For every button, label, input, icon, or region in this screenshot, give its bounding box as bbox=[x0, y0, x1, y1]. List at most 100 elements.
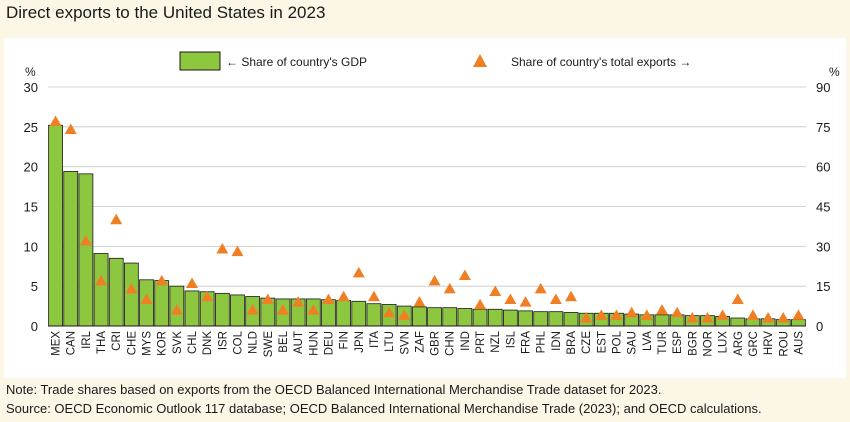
legend-bar-swatch bbox=[179, 51, 221, 71]
x-tick-label: THA bbox=[96, 331, 108, 354]
x-tick-label: SAU bbox=[627, 331, 639, 355]
marker-est bbox=[595, 309, 608, 320]
marker-cze bbox=[580, 312, 593, 323]
x-tick-label: SWE bbox=[263, 331, 275, 358]
x-tick-label: IDN bbox=[551, 331, 563, 351]
left-tick-label: 5 bbox=[31, 279, 38, 294]
marker-can bbox=[64, 123, 77, 134]
x-tick-label: COL bbox=[233, 330, 245, 354]
bar-phl bbox=[533, 311, 549, 327]
x-tick-label: HUN bbox=[308, 331, 320, 356]
x-tick-label: FIN bbox=[339, 331, 351, 350]
marker-idn bbox=[549, 293, 562, 304]
x-tick-label: ISR bbox=[217, 331, 229, 350]
right-tick-label: 0 bbox=[816, 319, 823, 334]
marker-nor bbox=[701, 312, 714, 323]
bar-prt bbox=[472, 308, 488, 327]
right-tick-label: 15 bbox=[816, 279, 830, 294]
marker-fra bbox=[519, 296, 532, 307]
bar-irl bbox=[78, 173, 94, 327]
x-tick-label: BEL bbox=[278, 330, 290, 352]
x-tick-label: NLD bbox=[248, 331, 260, 354]
marker-chl bbox=[186, 277, 199, 289]
bar-kor bbox=[154, 280, 170, 327]
x-tick-label: BRA bbox=[566, 331, 578, 355]
bar-idn bbox=[548, 311, 564, 327]
bar-col bbox=[230, 294, 245, 327]
marker-zaf bbox=[413, 296, 426, 307]
bar-aus bbox=[791, 319, 806, 327]
x-tick-label: CHN bbox=[445, 331, 457, 356]
marker-nld bbox=[246, 304, 259, 315]
bar-gbr bbox=[427, 307, 442, 327]
marker-rou bbox=[777, 312, 790, 323]
legend-bar-label: ← Share of country's GDP bbox=[226, 55, 367, 69]
bar-chl bbox=[184, 290, 200, 327]
marker-irl bbox=[79, 235, 92, 246]
marker-svn bbox=[398, 309, 411, 320]
bar-isl bbox=[503, 309, 518, 327]
bar-grc bbox=[745, 318, 761, 327]
marker-ind bbox=[458, 269, 471, 281]
x-tick-label: GRC bbox=[748, 331, 760, 357]
marker-ita bbox=[367, 290, 380, 302]
x-tick-label: NZL bbox=[490, 330, 502, 352]
bar-che bbox=[124, 262, 139, 327]
bar-can bbox=[63, 171, 79, 327]
marker-col bbox=[231, 245, 244, 257]
marker-gbr bbox=[428, 274, 441, 286]
x-tick-label: POL bbox=[612, 330, 624, 354]
marker-aus bbox=[792, 309, 805, 320]
bar-nzl bbox=[487, 308, 503, 327]
marker-bra bbox=[565, 290, 578, 302]
marker-mys bbox=[140, 293, 153, 304]
marker-lva bbox=[640, 309, 653, 320]
x-tick-label: ARG bbox=[733, 331, 745, 356]
x-tick-label: HRV bbox=[763, 331, 775, 355]
x-tick-label: MYS bbox=[142, 331, 154, 356]
marker-arg bbox=[731, 293, 744, 304]
x-tick-label: KOR bbox=[157, 331, 169, 356]
bar-tha bbox=[93, 253, 109, 327]
marker-aut bbox=[292, 296, 305, 307]
marker-pol bbox=[610, 309, 623, 320]
marker-bgr bbox=[686, 312, 699, 323]
x-tick-label: CRI bbox=[111, 331, 123, 351]
bar-fin bbox=[336, 300, 351, 327]
marker-series bbox=[49, 115, 805, 323]
marker-kor bbox=[155, 274, 168, 286]
x-tick-label: LVA bbox=[642, 331, 654, 351]
marker-isr bbox=[216, 242, 229, 254]
left-tick-label: 10 bbox=[24, 239, 38, 254]
marker-tur bbox=[655, 304, 668, 315]
left-tick-label: 30 bbox=[24, 80, 38, 95]
marker-grc bbox=[746, 309, 759, 320]
bar-cri bbox=[108, 257, 124, 327]
left-axis-unit: % bbox=[25, 65, 36, 79]
marker-phl bbox=[534, 282, 547, 294]
chart-title: Direct exports to the United States in 2… bbox=[6, 3, 326, 22]
bar-zaf bbox=[412, 306, 427, 327]
x-tick-label: JPN bbox=[354, 331, 366, 353]
right-tick-label: 45 bbox=[816, 200, 830, 215]
x-tick-label: PHL bbox=[536, 330, 548, 353]
left-tick-label: 20 bbox=[24, 160, 38, 175]
marker-isl bbox=[504, 293, 517, 304]
marker-mex bbox=[49, 115, 62, 127]
marker-chn bbox=[443, 282, 456, 294]
right-tick-label: 75 bbox=[816, 120, 830, 135]
marker-deu bbox=[322, 293, 335, 304]
marker-lux bbox=[716, 309, 729, 320]
marker-sau bbox=[625, 306, 638, 318]
bar-jpn bbox=[351, 300, 367, 327]
right-tick-label: 60 bbox=[816, 160, 830, 175]
x-tick-label: ESP bbox=[672, 331, 684, 354]
x-tick-label: LTU bbox=[384, 331, 396, 352]
x-tick-label: ZAF bbox=[414, 331, 426, 353]
left-tick-label: 15 bbox=[24, 200, 38, 215]
x-tick-label: CAN bbox=[66, 331, 78, 355]
marker-dnk bbox=[201, 290, 214, 302]
right-tick-label: 90 bbox=[816, 80, 830, 95]
